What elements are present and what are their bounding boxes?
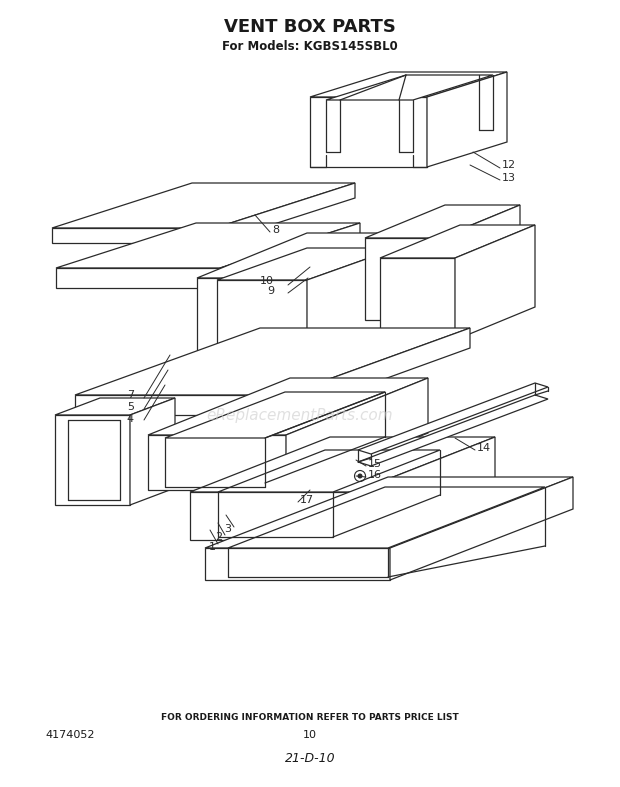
Text: 17: 17 <box>300 495 314 505</box>
Polygon shape <box>215 183 355 243</box>
Text: 8: 8 <box>272 225 279 235</box>
Polygon shape <box>286 378 428 490</box>
Text: 4174052: 4174052 <box>45 730 94 740</box>
Text: VENT BOX PARTS: VENT BOX PARTS <box>224 18 396 36</box>
Text: For Models: KGBS145SBL0: For Models: KGBS145SBL0 <box>222 39 398 53</box>
Polygon shape <box>56 223 360 268</box>
Polygon shape <box>355 437 495 540</box>
Polygon shape <box>228 487 545 548</box>
Polygon shape <box>197 338 447 373</box>
Polygon shape <box>205 477 573 548</box>
Polygon shape <box>165 392 385 438</box>
Polygon shape <box>390 477 573 580</box>
Polygon shape <box>427 72 507 167</box>
Polygon shape <box>75 395 285 415</box>
Polygon shape <box>358 395 548 466</box>
Polygon shape <box>310 97 427 167</box>
Polygon shape <box>365 238 440 320</box>
Text: 21-D-10: 21-D-10 <box>285 752 335 764</box>
Polygon shape <box>380 258 455 340</box>
Polygon shape <box>56 268 220 288</box>
Polygon shape <box>337 233 447 393</box>
Polygon shape <box>326 75 493 100</box>
Text: 5: 5 <box>127 402 134 412</box>
Polygon shape <box>365 205 520 238</box>
Text: 12: 12 <box>502 160 516 170</box>
Polygon shape <box>307 248 397 378</box>
Polygon shape <box>380 225 535 258</box>
Text: 14: 14 <box>477 443 491 453</box>
Text: 16: 16 <box>368 470 382 480</box>
Polygon shape <box>218 450 440 492</box>
Polygon shape <box>197 278 337 393</box>
Text: 1: 1 <box>208 542 216 552</box>
Polygon shape <box>197 233 447 278</box>
Polygon shape <box>130 398 175 505</box>
Polygon shape <box>217 280 307 378</box>
Text: 10: 10 <box>303 730 317 740</box>
Polygon shape <box>148 378 428 435</box>
Polygon shape <box>455 225 535 340</box>
Text: 3: 3 <box>224 524 231 534</box>
Polygon shape <box>358 383 548 454</box>
Polygon shape <box>285 328 470 415</box>
Text: 9: 9 <box>267 286 274 296</box>
Polygon shape <box>217 248 397 280</box>
Polygon shape <box>52 183 355 228</box>
Circle shape <box>358 475 362 478</box>
Text: 15: 15 <box>368 459 382 469</box>
Text: 4: 4 <box>127 414 134 424</box>
Text: 10: 10 <box>260 276 274 286</box>
Text: eReplacementParts.com: eReplacementParts.com <box>206 408 393 423</box>
Polygon shape <box>220 223 360 288</box>
Text: 7: 7 <box>127 390 134 400</box>
Text: 13: 13 <box>502 173 516 183</box>
Polygon shape <box>337 333 447 393</box>
Polygon shape <box>440 205 520 320</box>
Polygon shape <box>190 492 355 540</box>
Polygon shape <box>148 435 286 490</box>
Text: FOR ORDERING INFORMATION REFER TO PARTS PRICE LIST: FOR ORDERING INFORMATION REFER TO PARTS … <box>161 714 459 722</box>
Polygon shape <box>55 398 175 415</box>
Polygon shape <box>55 415 130 505</box>
Polygon shape <box>52 228 215 243</box>
Polygon shape <box>75 328 470 395</box>
Polygon shape <box>205 548 390 580</box>
Polygon shape <box>197 378 337 393</box>
Text: 2: 2 <box>215 532 223 542</box>
Polygon shape <box>190 437 495 492</box>
Polygon shape <box>310 72 507 97</box>
